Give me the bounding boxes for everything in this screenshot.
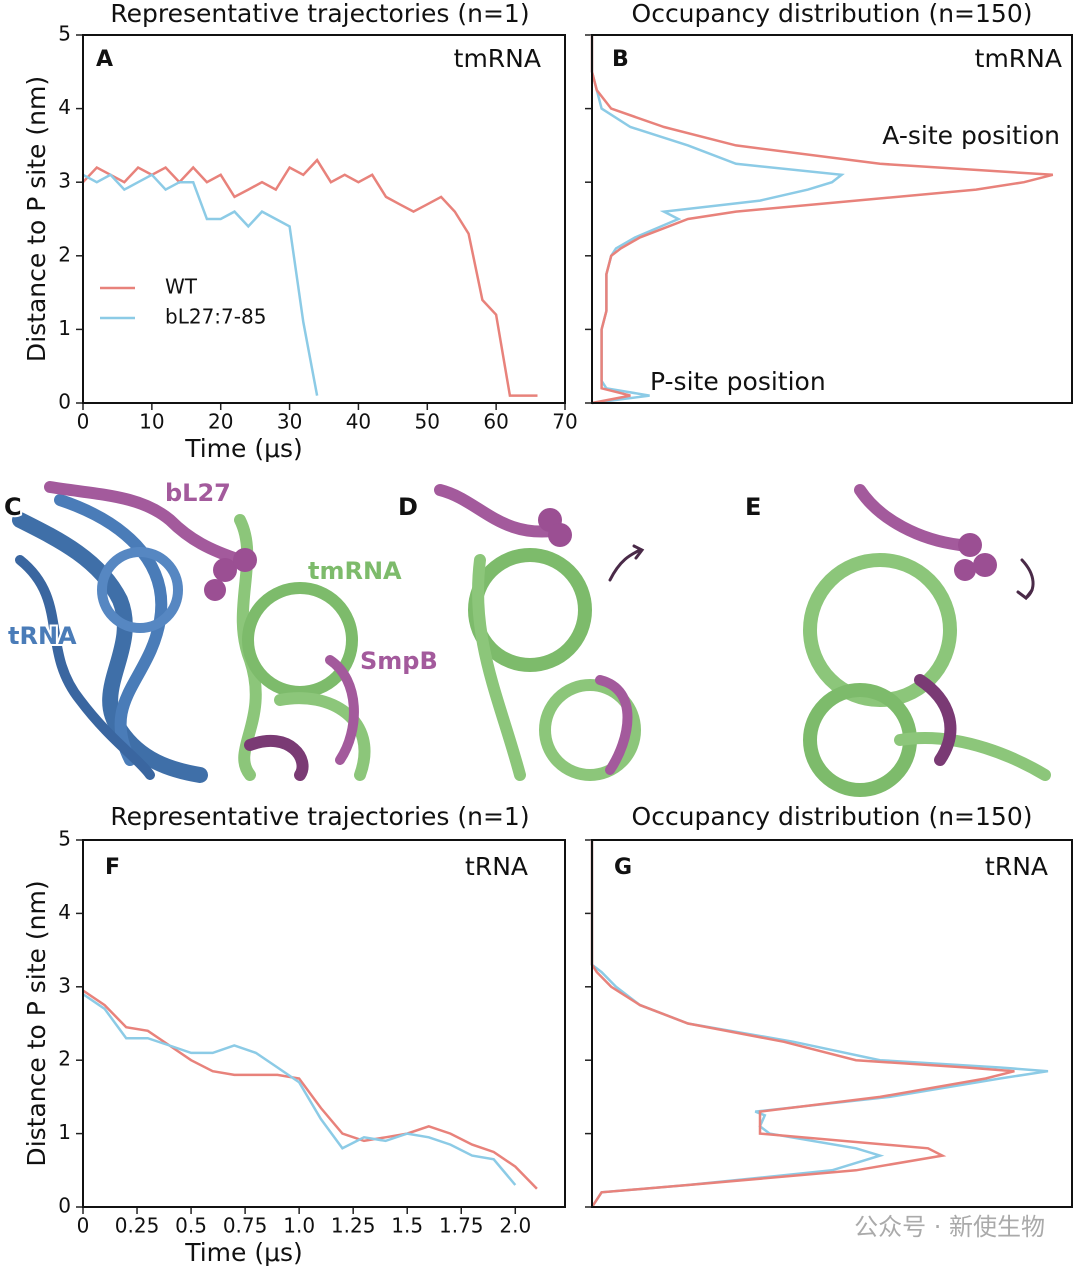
legend-label: bL27:7-85 <box>165 305 266 329</box>
series-line <box>82 993 517 1186</box>
x-tick-label: 40 <box>346 410 371 434</box>
annotation: tmRNA <box>454 44 541 73</box>
chart-title: Representative trajectories (n=1) <box>110 802 529 831</box>
x-axis-label: Time (μs) <box>184 434 303 463</box>
molecule-label: tRNA <box>8 622 77 650</box>
plot-frame <box>591 34 1073 404</box>
x-tick-label: 0.25 <box>115 1214 160 1238</box>
molecule-label: SmpB <box>360 647 438 675</box>
molecule-label: bL27 <box>165 479 231 507</box>
y-tick-label: 3 <box>58 169 71 193</box>
y-axis-label: Distance to P site (nm) <box>22 880 51 1166</box>
chart-title: Representative trajectories (n=1) <box>110 0 529 28</box>
x-tick-label: 1.0 <box>283 1214 315 1238</box>
series-profile <box>590 840 1049 1208</box>
annotation: tmRNA <box>975 44 1062 73</box>
y-tick-label: 4 <box>58 900 71 924</box>
watermark: 公众号 · 新使生物 <box>854 1213 1045 1241</box>
plot-frame <box>591 839 1073 1208</box>
annotation: P-site position <box>650 367 826 396</box>
y-tick-label: 5 <box>58 827 71 851</box>
y-tick-label: 1 <box>58 1120 71 1144</box>
y-tick-label: 0 <box>58 390 71 414</box>
annotation: tRNA <box>985 852 1048 881</box>
annotation: B <box>612 47 629 72</box>
x-tick-label: 0.75 <box>223 1214 268 1238</box>
x-tick-label: 1.75 <box>439 1214 484 1238</box>
annotation: tRNA <box>465 852 528 881</box>
chart-title: Occupancy distribution (n=150) <box>632 802 1033 831</box>
y-tick-label: 1 <box>58 316 71 340</box>
panel-label: D <box>398 493 418 521</box>
y-axis-label: Distance to P site (nm) <box>22 76 51 362</box>
annotation: A <box>96 47 113 72</box>
x-tick-label: 2.0 <box>499 1214 531 1238</box>
series-profile <box>590 840 1015 1208</box>
annotation: A-site position <box>882 121 1060 150</box>
x-tick-label: 20 <box>208 410 233 434</box>
annotation: G <box>614 855 632 880</box>
annotation: F <box>105 855 120 880</box>
series-line <box>82 158 538 397</box>
x-tick-label: 50 <box>415 410 440 434</box>
x-axis-label: Time (μs) <box>184 1238 303 1267</box>
plot-frame <box>82 34 566 404</box>
chart-title: Occupancy distribution (n=150) <box>632 0 1033 28</box>
series-profile <box>590 35 845 405</box>
x-tick-label: 0.5 <box>175 1214 207 1238</box>
x-tick-label: 0 <box>77 1214 90 1238</box>
panel-label: E <box>745 493 761 521</box>
x-tick-label: 70 <box>552 410 577 434</box>
y-tick-label: 3 <box>58 973 71 997</box>
series-profile <box>590 35 1054 405</box>
y-tick-label: 4 <box>58 95 71 119</box>
x-tick-label: 0 <box>77 410 90 434</box>
series-line <box>82 173 319 396</box>
x-tick-label: 30 <box>277 410 302 434</box>
x-tick-label: 10 <box>139 410 164 434</box>
plot-frame <box>82 839 566 1208</box>
panel-label: C <box>4 493 22 521</box>
y-tick-label: 2 <box>58 242 71 266</box>
molecule-label: tmRNA <box>308 557 402 585</box>
y-tick-label: 2 <box>58 1047 71 1071</box>
y-tick-label: 5 <box>58 22 71 46</box>
series-line <box>82 989 538 1190</box>
x-tick-label: 1.25 <box>331 1214 376 1238</box>
x-tick-label: 60 <box>483 410 508 434</box>
y-tick-label: 0 <box>58 1194 71 1218</box>
x-tick-label: 1.5 <box>391 1214 423 1238</box>
structure-art <box>12 481 1051 797</box>
legend-label: WT <box>165 275 198 299</box>
